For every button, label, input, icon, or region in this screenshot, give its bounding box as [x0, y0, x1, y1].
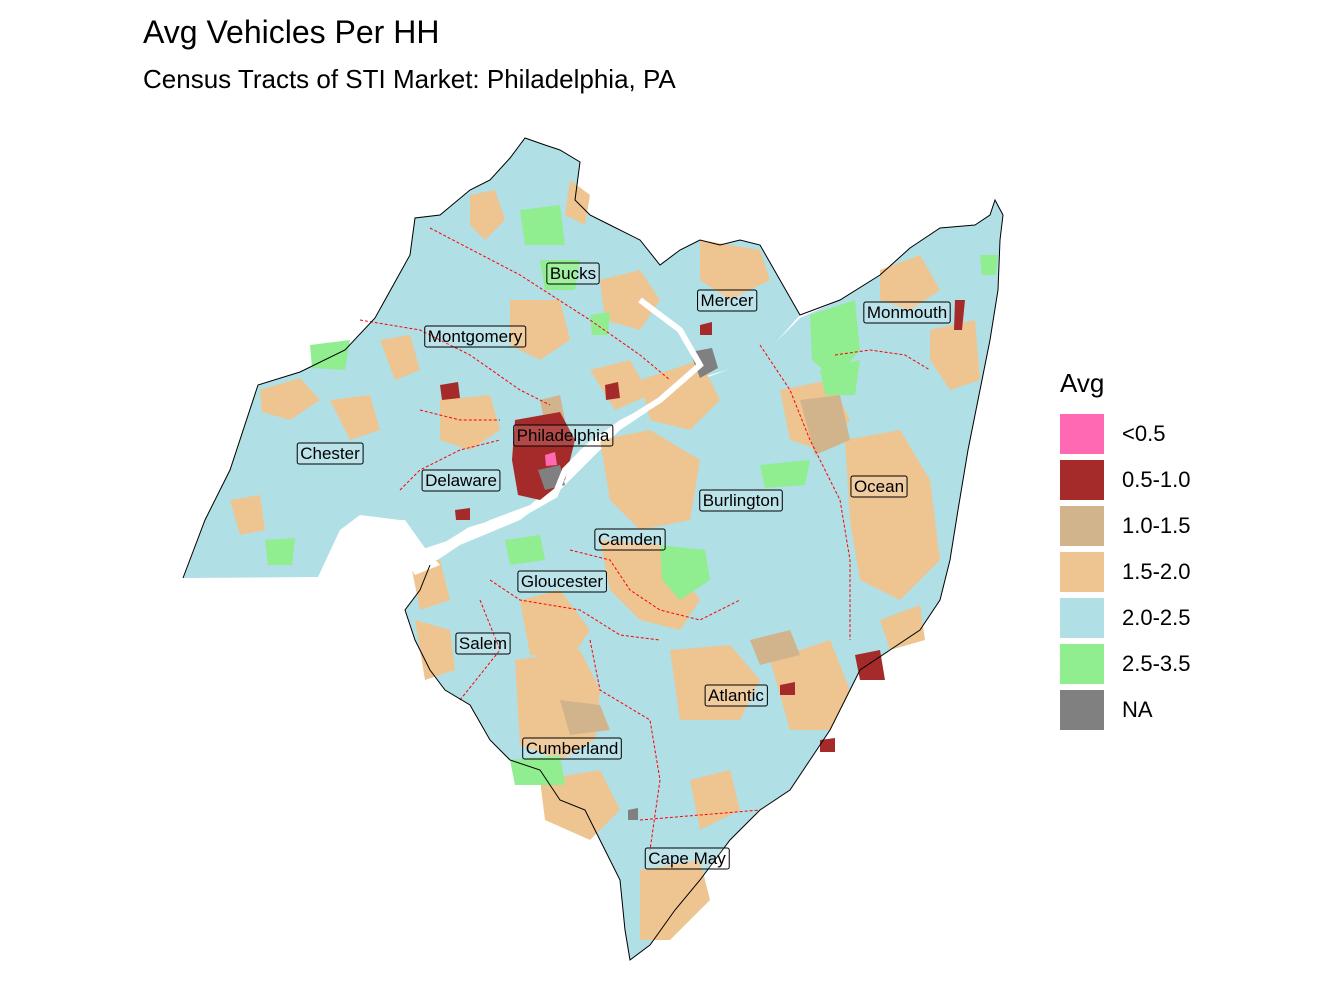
- map-subtitle: Census Tracts of STI Market: Philadelphi…: [143, 64, 676, 94]
- legend-label: <0.5: [1122, 421, 1166, 446]
- county-label-box: [522, 737, 622, 760]
- county-label-box: [421, 469, 501, 492]
- legend-label: 1.5-2.0: [1122, 559, 1191, 584]
- county-name: Camden: [598, 530, 662, 549]
- legend-swatch: [1060, 598, 1104, 638]
- county-label-mercer: Mercer: [697, 289, 758, 312]
- legend-title: Avg: [1060, 368, 1105, 398]
- county-name: Cape May: [648, 849, 726, 868]
- county-label-montgomery: Montgomery: [424, 325, 527, 348]
- legend-swatch: [1060, 690, 1104, 730]
- county-label-box: [424, 325, 527, 348]
- county-label-salem: Salem: [455, 632, 511, 655]
- county-name: Delaware: [425, 471, 497, 490]
- legend-item: 1.0-1.5: [1060, 503, 1240, 549]
- delaware-river: [428, 297, 704, 558]
- legend-swatch: [1060, 460, 1104, 500]
- county-name: Mercer: [701, 291, 754, 310]
- county-label-box: [863, 301, 951, 324]
- legend-label: 2.5-3.5: [1122, 651, 1191, 676]
- county-label-gloucester: Gloucester: [517, 570, 607, 593]
- legend: Avg <0.5 0.5-1.0 1.0-1.5 1.5-2.0 2.0-2.5 2.5-…: [1060, 368, 1240, 733]
- legend-label: 1.0-1.5: [1122, 513, 1191, 538]
- map-title: Avg Vehicles Per HH: [143, 14, 440, 50]
- tracts-lt-0-5: [545, 452, 557, 466]
- county-label-box: [546, 262, 600, 285]
- county-name: Monmouth: [867, 303, 947, 322]
- legend-label: 0.5-1.0: [1122, 467, 1191, 492]
- county-label-box: [699, 489, 783, 512]
- legend-swatch: [1060, 644, 1104, 684]
- county-name: Chester: [300, 444, 360, 463]
- legend-swatch: [1060, 506, 1104, 546]
- tracts-1-0-1-5: [540, 395, 850, 735]
- county-name: Atlantic: [708, 686, 764, 705]
- county-name: Montgomery: [428, 327, 523, 346]
- county-label-box: [513, 424, 614, 447]
- county-name: Burlington: [703, 491, 780, 510]
- legend-swatch: [1060, 414, 1104, 454]
- county-name: Salem: [459, 634, 507, 653]
- county-name: Cumberland: [526, 739, 619, 758]
- county-labels: Bucks Mercer Monmouth Montgomery Philadelphi…: [296, 262, 951, 870]
- county-label-box: [697, 289, 758, 312]
- legend-label: 2.0-2.5: [1122, 605, 1191, 630]
- county-label-chester: Chester: [296, 442, 364, 465]
- legend-item: <0.5: [1060, 411, 1240, 457]
- county-label-philadelphia: Philadelphia: [513, 424, 614, 447]
- county-label-box: [850, 475, 908, 498]
- county-label-camden: Camden: [594, 528, 666, 551]
- county-label-box: [296, 442, 364, 465]
- county-label-box: [644, 847, 730, 870]
- county-name: Philadelphia: [517, 426, 610, 445]
- county-label-bucks: Bucks: [546, 262, 600, 285]
- county-label-box: [517, 570, 607, 593]
- legend-swatch: [1060, 552, 1104, 592]
- county-label-delaware: Delaware: [421, 469, 501, 492]
- county-label-cumberland: Cumberland: [522, 737, 622, 760]
- county-name: Ocean: [854, 477, 904, 496]
- county-label-atlantic: Atlantic: [704, 684, 768, 707]
- county-name: Gloucester: [521, 572, 604, 591]
- county-label-ocean: Ocean: [850, 475, 908, 498]
- county-label-burlington: Burlington: [699, 489, 783, 512]
- legend-label: NA: [1122, 697, 1153, 722]
- region-pa: [183, 138, 800, 578]
- county-label-box: [594, 528, 666, 551]
- county-label-monmouth: Monmouth: [863, 301, 951, 324]
- legend-items: <0.5 0.5-1.0 1.0-1.5 1.5-2.0 2.0-2.5 2.5-3.5 N…: [1060, 411, 1240, 733]
- county-label-box: [455, 632, 511, 655]
- legend-item: 1.5-2.0: [1060, 549, 1240, 595]
- county-name: Bucks: [550, 264, 596, 283]
- legend-item: 2.5-3.5: [1060, 641, 1240, 687]
- market-outline: [182, 137, 1004, 961]
- county-label-cape-may: Cape May: [644, 847, 730, 870]
- legend-item: NA: [1060, 687, 1240, 733]
- county-boundaries: [359, 227, 931, 851]
- chester-bay-cutout: [318, 520, 440, 578]
- county-label-box: [704, 684, 768, 707]
- tracts-2-5-3-5: [265, 205, 998, 785]
- legend-item: 0.5-1.0: [1060, 457, 1240, 503]
- legend-item: 2.0-2.5: [1060, 595, 1240, 641]
